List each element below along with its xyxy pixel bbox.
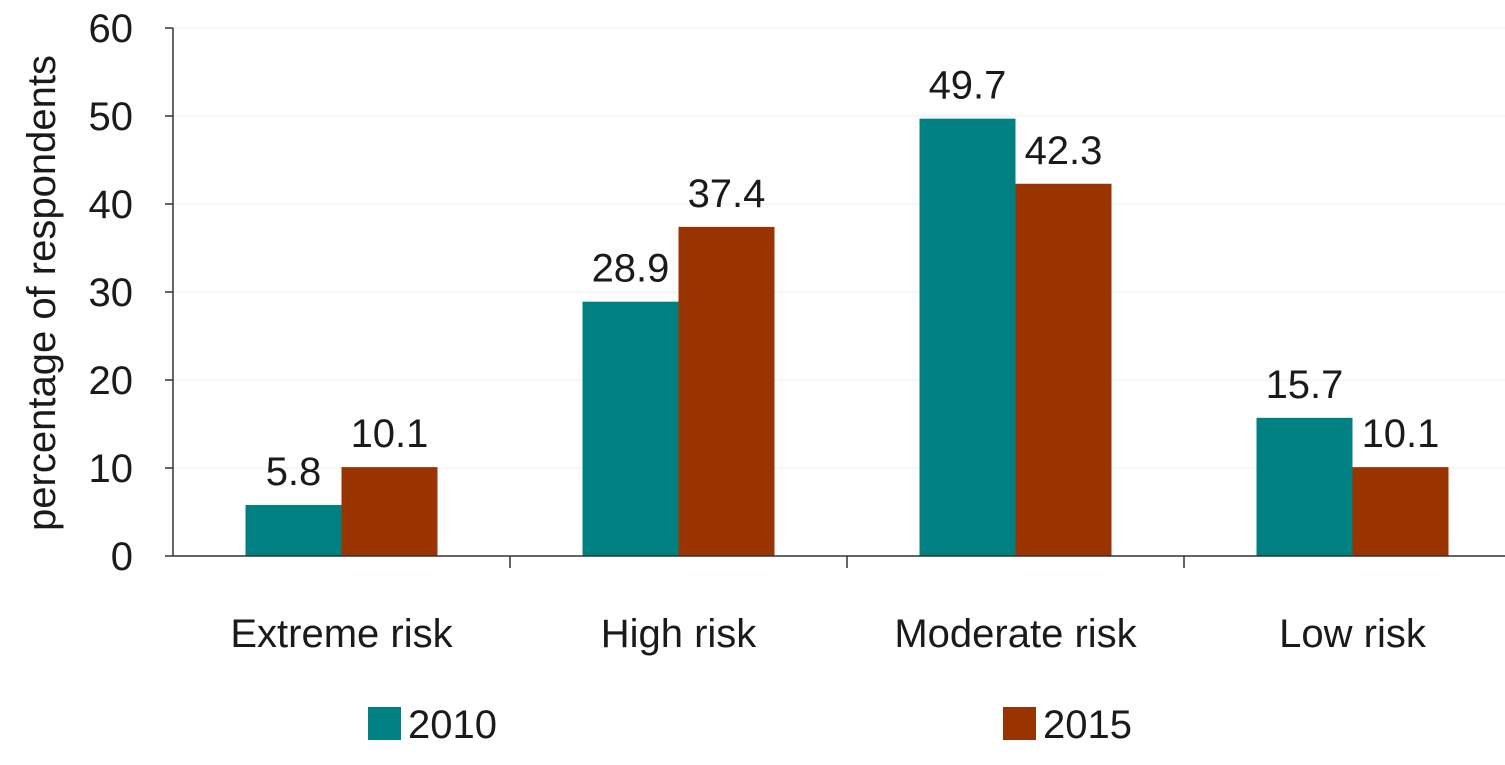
axes: 0 10 20 30 40 50 60 Extreme risk High risk Modera… xyxy=(89,7,1505,656)
y-tick-label: 30 xyxy=(89,271,134,315)
x-tick-label: Moderate risk xyxy=(894,612,1137,656)
x-tick-label: High risk xyxy=(601,612,758,656)
bar-2010 xyxy=(246,505,342,556)
data-label: 37.4 xyxy=(688,172,766,216)
bar-2015 xyxy=(342,467,438,556)
data-label: 10.1 xyxy=(351,412,429,456)
legend: 2010 2015 xyxy=(368,703,1132,747)
y-tick-label: 20 xyxy=(89,359,134,403)
data-label: 28.9 xyxy=(592,247,670,291)
y-tick-label: 60 xyxy=(89,7,134,51)
bar-2015 xyxy=(1016,184,1112,556)
bar-2010 xyxy=(1257,418,1353,556)
bar-2010 xyxy=(920,119,1016,556)
bar-2015 xyxy=(1353,467,1449,556)
bar-2015 xyxy=(679,227,775,556)
bar-2010 xyxy=(583,302,679,556)
data-label: 15.7 xyxy=(1266,363,1344,407)
x-tick-label: Extreme risk xyxy=(230,612,453,656)
data-label: 49.7 xyxy=(929,64,1007,108)
bars xyxy=(246,119,1449,556)
y-tick-label: 50 xyxy=(89,95,134,139)
legend-swatch xyxy=(368,707,401,740)
y-axis-title: percentage of respondents xyxy=(20,55,64,531)
data-label: 42.3 xyxy=(1025,129,1103,173)
legend-label: 2010 xyxy=(408,703,497,747)
data-label: 10.1 xyxy=(1362,412,1440,456)
data-label: 5.8 xyxy=(266,450,322,494)
y-tick-label: 10 xyxy=(89,447,134,491)
legend-label: 2015 xyxy=(1043,703,1132,747)
x-tick-label: Low risk xyxy=(1279,612,1427,656)
legend-swatch xyxy=(1003,707,1036,740)
y-tick-label: 40 xyxy=(89,183,134,227)
y-tick-label: 0 xyxy=(111,535,133,579)
